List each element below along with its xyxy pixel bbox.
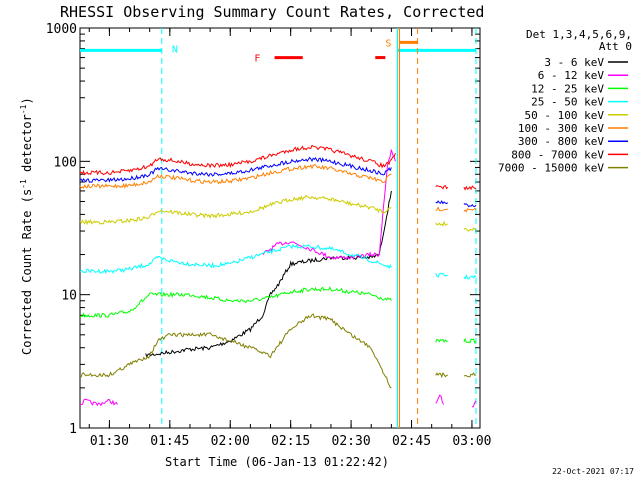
y-tick-label: 1000 (46, 22, 77, 37)
y-tick-label: 100 (54, 155, 77, 170)
legend-label-7: 800 - 7000 keV (511, 148, 604, 161)
y-axis-label-mid: detector (20, 114, 34, 179)
y-axis-label: Corrected Count Rate (s-1 detector-1) (19, 97, 34, 355)
night-label: N (172, 44, 178, 55)
y-axis-label-main: Corrected Count Rate (s (20, 189, 34, 355)
legend-label-3: 25 - 50 keV (531, 96, 604, 109)
series-line-7 (463, 185, 477, 191)
series-line-4 (463, 226, 477, 232)
x-tick-label: 01:30 (90, 434, 129, 449)
legend-label-1: 6 - 12 keV (538, 69, 605, 82)
series-line-6 (79, 156, 392, 183)
series-line-6 (435, 200, 449, 205)
legend-label-5: 100 - 300 keV (518, 122, 604, 135)
series-line-8 (435, 371, 449, 379)
x-tick-label: 02:00 (211, 434, 250, 449)
series-line-2 (79, 286, 392, 319)
series-line-2 (463, 337, 477, 344)
chart-title: RHESSI Observing Summary Count Rates, Co… (60, 3, 484, 21)
x-tick-label: 02:15 (271, 434, 310, 449)
series-line-5 (79, 164, 392, 190)
legend-label-2: 12 - 25 keV (531, 82, 604, 95)
x-tick-label: 02:30 (332, 434, 371, 449)
y-tick-label: 10 (61, 289, 77, 304)
series-line-1 (471, 400, 477, 408)
y-tick-label: 1 (69, 422, 77, 437)
series-line-5 (463, 207, 477, 213)
y-axis-label-sup2: -1 (19, 104, 28, 114)
series-line-3 (435, 272, 448, 278)
x-axis: 01:30 01:45 02:00 02:15 02:30 02:45 03:00 (88, 28, 492, 449)
series-line-4 (435, 220, 449, 227)
state-markers: N S F (80, 28, 477, 428)
series-line-1 (79, 398, 118, 407)
legend-header-line2: Att 0 (599, 40, 632, 53)
series-group (79, 144, 477, 408)
series-line-1 (435, 394, 445, 405)
plot-frame (79, 27, 481, 429)
legend-label-0: 3 - 6 keV (544, 56, 604, 69)
y-axis-label-end: ) (20, 97, 34, 104)
series-line-7 (79, 144, 396, 176)
legend-label-8: 7000 - 15000 keV (498, 162, 604, 175)
series-line-2 (435, 338, 448, 343)
legend-label-6: 300 - 800 keV (518, 135, 604, 148)
x-axis-label: Start Time (06-Jan-13 01:22:42) (165, 455, 389, 469)
x-tick-label: 01:45 (150, 434, 189, 449)
series-line-5 (435, 206, 448, 212)
saa-label: S (385, 38, 391, 49)
x-tick-label: 02:45 (392, 434, 431, 449)
flare-label: F (254, 54, 260, 65)
y-axis-label-sup1: -1 (19, 179, 28, 189)
series-line-4 (79, 195, 392, 226)
legend-header-line1: Det 1,3,4,5,6,9, (526, 28, 632, 41)
series-line-8 (463, 372, 477, 378)
series-line-0 (145, 190, 392, 359)
x-tick-label: 03:00 (452, 434, 491, 449)
series-line-1 (262, 149, 396, 261)
series-line-8 (79, 313, 392, 389)
series-line-3 (463, 273, 477, 280)
series-line-6 (463, 203, 477, 208)
series-line-7 (435, 185, 449, 190)
y-axis: 1 10 100 1000 (46, 22, 480, 437)
legend-label-4: 50 - 100 keV (525, 109, 605, 122)
footer-date: 22-Oct-2021 07:17 (552, 467, 634, 476)
series-line-3 (79, 243, 392, 275)
